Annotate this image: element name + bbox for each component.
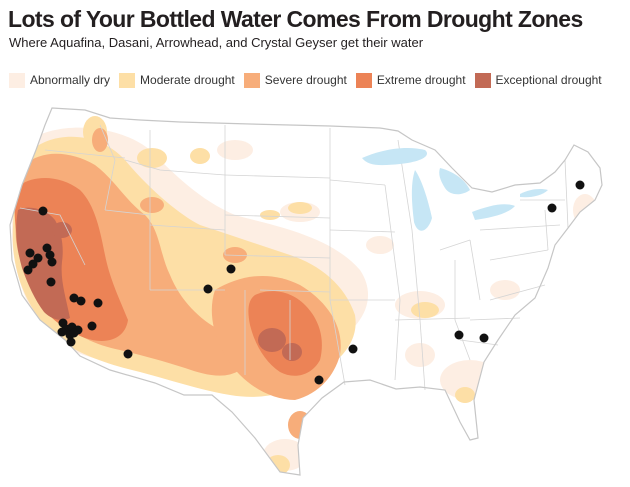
legend-swatch [355, 72, 372, 88]
facility-marker [93, 298, 103, 308]
facility-marker [76, 296, 86, 306]
legend-label: Severe drought [264, 73, 347, 87]
legend-label: Abnormally dry [30, 73, 111, 87]
facility-marker [348, 344, 358, 354]
facility-marker [25, 248, 35, 258]
facility-marker [575, 180, 585, 190]
facility-marker [123, 349, 133, 359]
legend-swatch [243, 72, 260, 88]
legend-label: Moderate drought [140, 73, 235, 87]
great-lakes [362, 147, 548, 231]
facility-marker [45, 250, 55, 260]
legend-label: Extreme drought [376, 73, 466, 87]
map-title: Lots of Your Bottled Water Comes From Dr… [8, 6, 583, 32]
facility-marker [42, 243, 52, 253]
legend-item-severe-drought: Severe drought [243, 72, 347, 88]
legend-swatch [474, 72, 491, 88]
facility-marker [57, 327, 67, 337]
facility-marker [479, 333, 489, 343]
facility-marker [203, 284, 213, 294]
facility-marker [87, 321, 97, 331]
facility-marker [226, 264, 236, 274]
legend-item-extreme-drought: Extreme drought [355, 72, 466, 88]
facility-marker [28, 259, 38, 269]
facility-marker [454, 330, 464, 340]
legend-label: Exceptional drought [495, 73, 602, 87]
facility-marker [69, 293, 79, 303]
facility-marker [69, 328, 79, 338]
facility-markers [23, 180, 585, 385]
drought-legend: Abnormally dry Moderate drought Severe d… [9, 70, 611, 90]
facility-marker [33, 253, 43, 263]
facility-marker [547, 203, 557, 213]
facility-marker [46, 277, 56, 287]
facility-marker [47, 257, 57, 267]
legend-item-abnormally-dry: Abnormally dry [9, 72, 111, 88]
map-subtitle: Where Aquafina, Dasani, Arrowhead, and C… [9, 35, 424, 50]
us-drought-map [9, 107, 603, 476]
facility-marker [314, 375, 324, 385]
facility-marker [23, 265, 33, 275]
facility-marker [38, 206, 48, 216]
legend-item-exceptional-drought: Exceptional drought [474, 72, 602, 88]
facility-marker [66, 337, 76, 347]
zone-exceptional-drought [16, 207, 302, 361]
legend-swatch [9, 72, 25, 88]
state-borders [19, 124, 569, 391]
us-outline [9, 107, 603, 476]
legend-item-moderate-drought: Moderate drought [119, 72, 235, 88]
legend-swatch [119, 72, 136, 88]
